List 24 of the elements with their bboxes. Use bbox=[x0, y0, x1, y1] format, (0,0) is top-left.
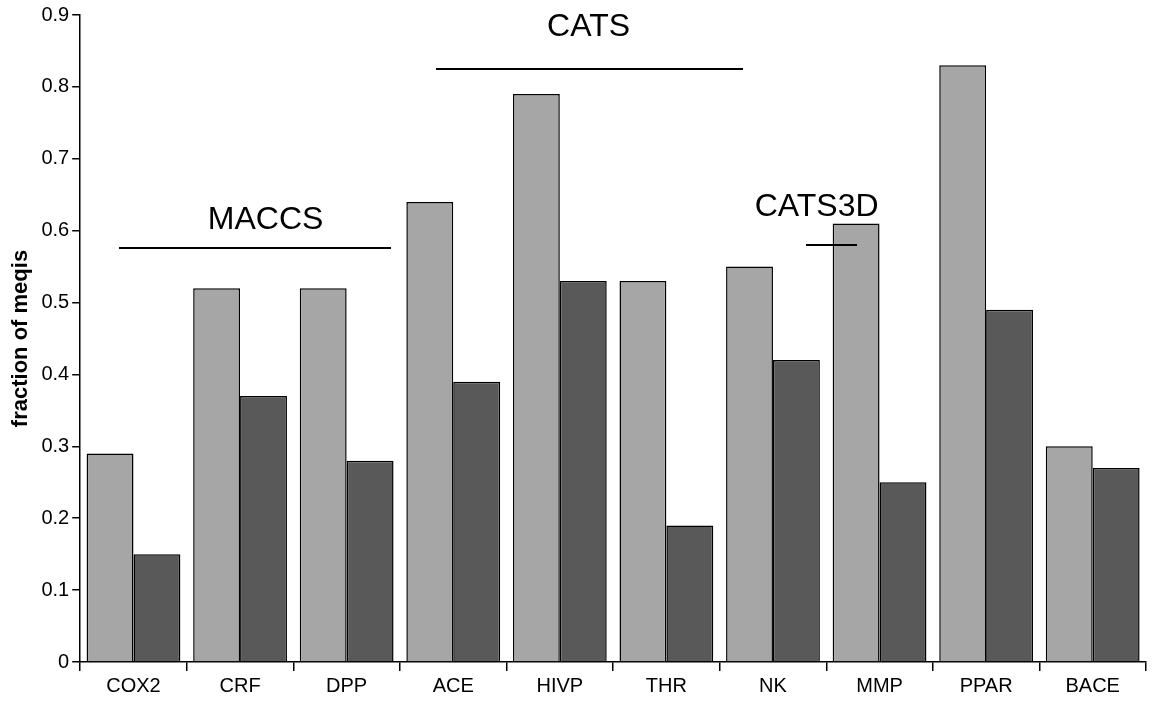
x-tick-label: ACE bbox=[432, 673, 474, 696]
x-tick-label: HIVP bbox=[536, 673, 584, 696]
annotation: MACCS bbox=[207, 199, 324, 236]
y-tick-label: 0.3 bbox=[41, 433, 70, 456]
x-tick-label: BACE bbox=[1065, 673, 1120, 696]
y-tick-label: 0.4 bbox=[41, 361, 70, 384]
x-tick-label: THR bbox=[645, 673, 687, 696]
x-tick-label: MMP bbox=[856, 673, 903, 696]
y-tick-label: 0.2 bbox=[41, 505, 70, 528]
x-tick-label: CRF bbox=[219, 673, 261, 696]
x-tick-label: DPP bbox=[326, 673, 368, 696]
y-tick-label: 0.1 bbox=[41, 577, 70, 600]
annotation: CATS3D bbox=[754, 186, 879, 223]
x-tick-label: NK bbox=[759, 673, 788, 696]
y-tick-label: 0.6 bbox=[41, 218, 70, 241]
y-axis-title: fraction of meqis bbox=[7, 249, 33, 428]
y-tick-label: 0.7 bbox=[41, 146, 70, 169]
x-tick-label: PPAR bbox=[959, 673, 1013, 696]
y-tick-label: 0.9 bbox=[41, 2, 70, 25]
y-tick-label: 0.8 bbox=[41, 74, 70, 97]
y-tick-label: 0.5 bbox=[41, 290, 70, 313]
y-tick-label: 0 bbox=[58, 649, 70, 672]
annotation: CATS bbox=[547, 7, 631, 44]
x-tick-label: COX2 bbox=[106, 673, 161, 696]
